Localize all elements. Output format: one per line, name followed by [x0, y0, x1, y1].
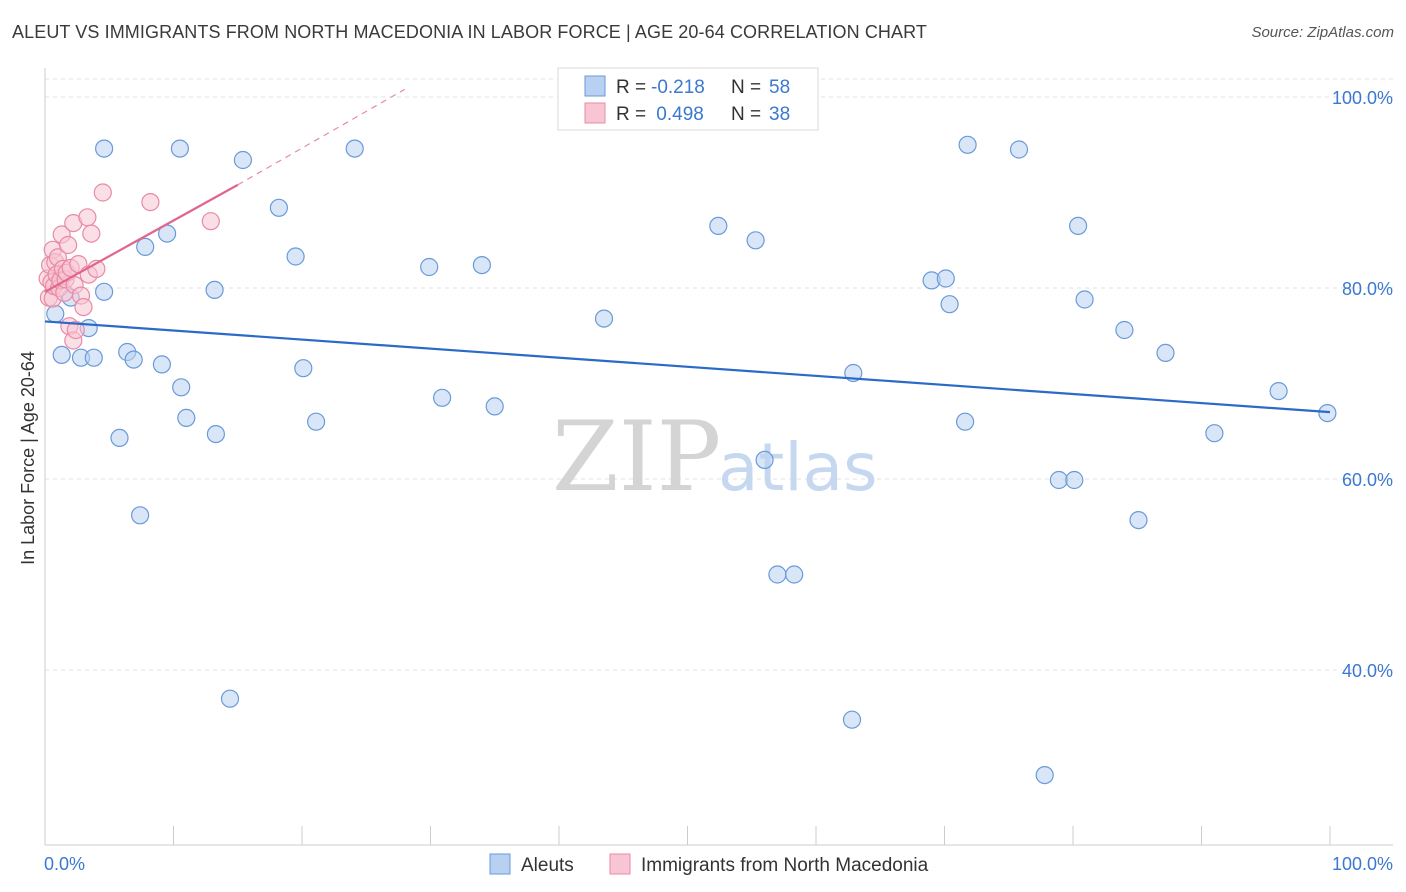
aleuts-point-5 — [84, 348, 103, 367]
macedonia-point-23 — [66, 320, 85, 340]
y-tick-labels: 100.0% 80.0% 60.0% 40.0% — [1332, 88, 1393, 681]
y-axis-label: In Labor Force | Age 20-64 — [18, 351, 38, 565]
aleuts-point-34 — [755, 450, 774, 469]
watermark-zip: ZIP — [552, 401, 721, 513]
series-north-macedonia — [38, 183, 220, 350]
aleuts-point-37 — [842, 710, 862, 729]
aleuts-point-29 — [472, 256, 491, 275]
bottom-legend-label-aleuts[interactable]: Aleuts — [521, 855, 574, 876]
x-axis-ticks — [173, 826, 1331, 845]
chart-title: ALEUT VS IMMIGRANTS FROM NORTH MACEDONIA… — [12, 22, 927, 42]
aleuts-point-40 — [936, 269, 955, 288]
aleuts-point-6 — [94, 139, 114, 158]
aleuts-point-55 — [1318, 404, 1337, 423]
aleuts-point-49 — [1075, 290, 1094, 309]
aleuts-point-44 — [1009, 140, 1029, 159]
aleuts-point-41 — [940, 295, 959, 314]
legend-n-value-1: 58 — [769, 77, 790, 98]
aleuts-point-22 — [269, 198, 288, 217]
aleuts-point-47 — [1065, 470, 1084, 490]
y-tick-label-100: 100.0% — [1332, 88, 1393, 108]
aleuts-point-10 — [124, 350, 143, 369]
aleuts-point-13 — [152, 355, 171, 374]
aleuts-point-15 — [170, 139, 189, 158]
aleuts-point-27 — [420, 257, 439, 277]
aleuts-point-19 — [206, 425, 225, 444]
y-tick-label-60: 60.0% — [1342, 470, 1393, 490]
aleuts-point-30 — [485, 397, 504, 416]
stats-legend: R = -0.218 N = 58 R = 0.498 N = 38 — [557, 67, 819, 131]
macedonia-point-33 — [201, 212, 220, 231]
bottom-legend-swatch-north-macedonia[interactable] — [609, 853, 631, 875]
x-tick-label-min: 0.0% — [44, 854, 85, 874]
aleuts-point-48 — [1068, 216, 1088, 235]
aleuts-point-42 — [955, 412, 975, 431]
aleuts-point-33 — [746, 231, 765, 250]
aleuts-point-26 — [345, 139, 364, 158]
aleuts-point-35 — [768, 565, 787, 584]
watermark: ZIP atlas — [552, 401, 878, 513]
macedonia-point-29 — [82, 224, 101, 243]
aleuts-point-20 — [220, 689, 240, 708]
aleuts-point-7 — [94, 282, 114, 301]
aleuts-point-23 — [286, 247, 305, 266]
y-tick-label-80: 80.0% — [1342, 279, 1393, 299]
aleuts-point-25 — [307, 412, 326, 431]
aleuts-point-46 — [1049, 470, 1069, 490]
aleuts-point-32 — [709, 216, 728, 235]
trendline-macedonia-extension — [237, 88, 406, 186]
legend-r-value-1: -0.218 — [651, 77, 705, 98]
aleuts-point-12 — [136, 237, 155, 256]
aleuts-point-53 — [1205, 424, 1224, 443]
legend-n-label-2: N = — [731, 104, 761, 125]
y-tick-label-40: 40.0% — [1342, 661, 1393, 681]
aleuts-point-21 — [233, 150, 252, 170]
macedonia-point-26 — [74, 298, 93, 317]
axes — [44, 68, 1393, 846]
bottom-legend-label-north-macedonia[interactable]: Immigrants from North Macedonia — [641, 855, 929, 876]
macedonia-point-17 — [58, 235, 78, 255]
aleuts-point-11 — [131, 506, 150, 525]
macedonia-point-27 — [78, 208, 97, 227]
aleuts-point-50 — [1115, 320, 1134, 340]
aleuts-point-8 — [110, 428, 129, 447]
aleuts-point-1 — [52, 345, 71, 364]
legend-n-label-1: N = — [731, 77, 761, 98]
legend-r-label-1: R = — [616, 77, 646, 98]
aleuts-point-43 — [958, 135, 977, 154]
watermark-atlas: atlas — [718, 429, 878, 506]
aleuts-point-54 — [1269, 382, 1288, 401]
legend-swatch-north-macedonia — [584, 102, 606, 124]
aleuts-point-16 — [172, 378, 191, 397]
source-credit: Source: ZipAtlas.com — [1251, 24, 1394, 41]
legend-n-value-2: 38 — [769, 104, 790, 125]
legend-swatch-aleuts — [584, 75, 606, 97]
legend-r-label-2: R = — [616, 104, 646, 125]
macedonia-point-31 — [93, 183, 112, 202]
bottom-legend: Aleuts Immigrants from North Macedonia — [489, 853, 929, 876]
aleuts-point-17 — [177, 408, 196, 427]
aleuts-point-18 — [205, 280, 224, 299]
aleuts-point-31 — [594, 309, 614, 328]
aleuts-point-24 — [294, 359, 313, 378]
aleuts-point-28 — [433, 388, 452, 407]
bottom-legend-swatch-aleuts[interactable] — [489, 853, 511, 875]
trend-lines — [44, 88, 1331, 414]
aleuts-point-51 — [1129, 510, 1148, 530]
aleuts-point-52 — [1156, 343, 1175, 362]
trendline-macedonia — [44, 183, 239, 293]
x-tick-label-max: 100.0% — [1332, 854, 1393, 874]
aleuts-point-36 — [785, 565, 804, 584]
aleuts-point-0 — [46, 304, 65, 323]
aleuts-point-45 — [1035, 765, 1054, 785]
legend-r-value-2: 0.498 — [651, 104, 704, 125]
macedonia-point-32 — [141, 193, 160, 212]
trendline-aleuts — [44, 320, 1331, 414]
